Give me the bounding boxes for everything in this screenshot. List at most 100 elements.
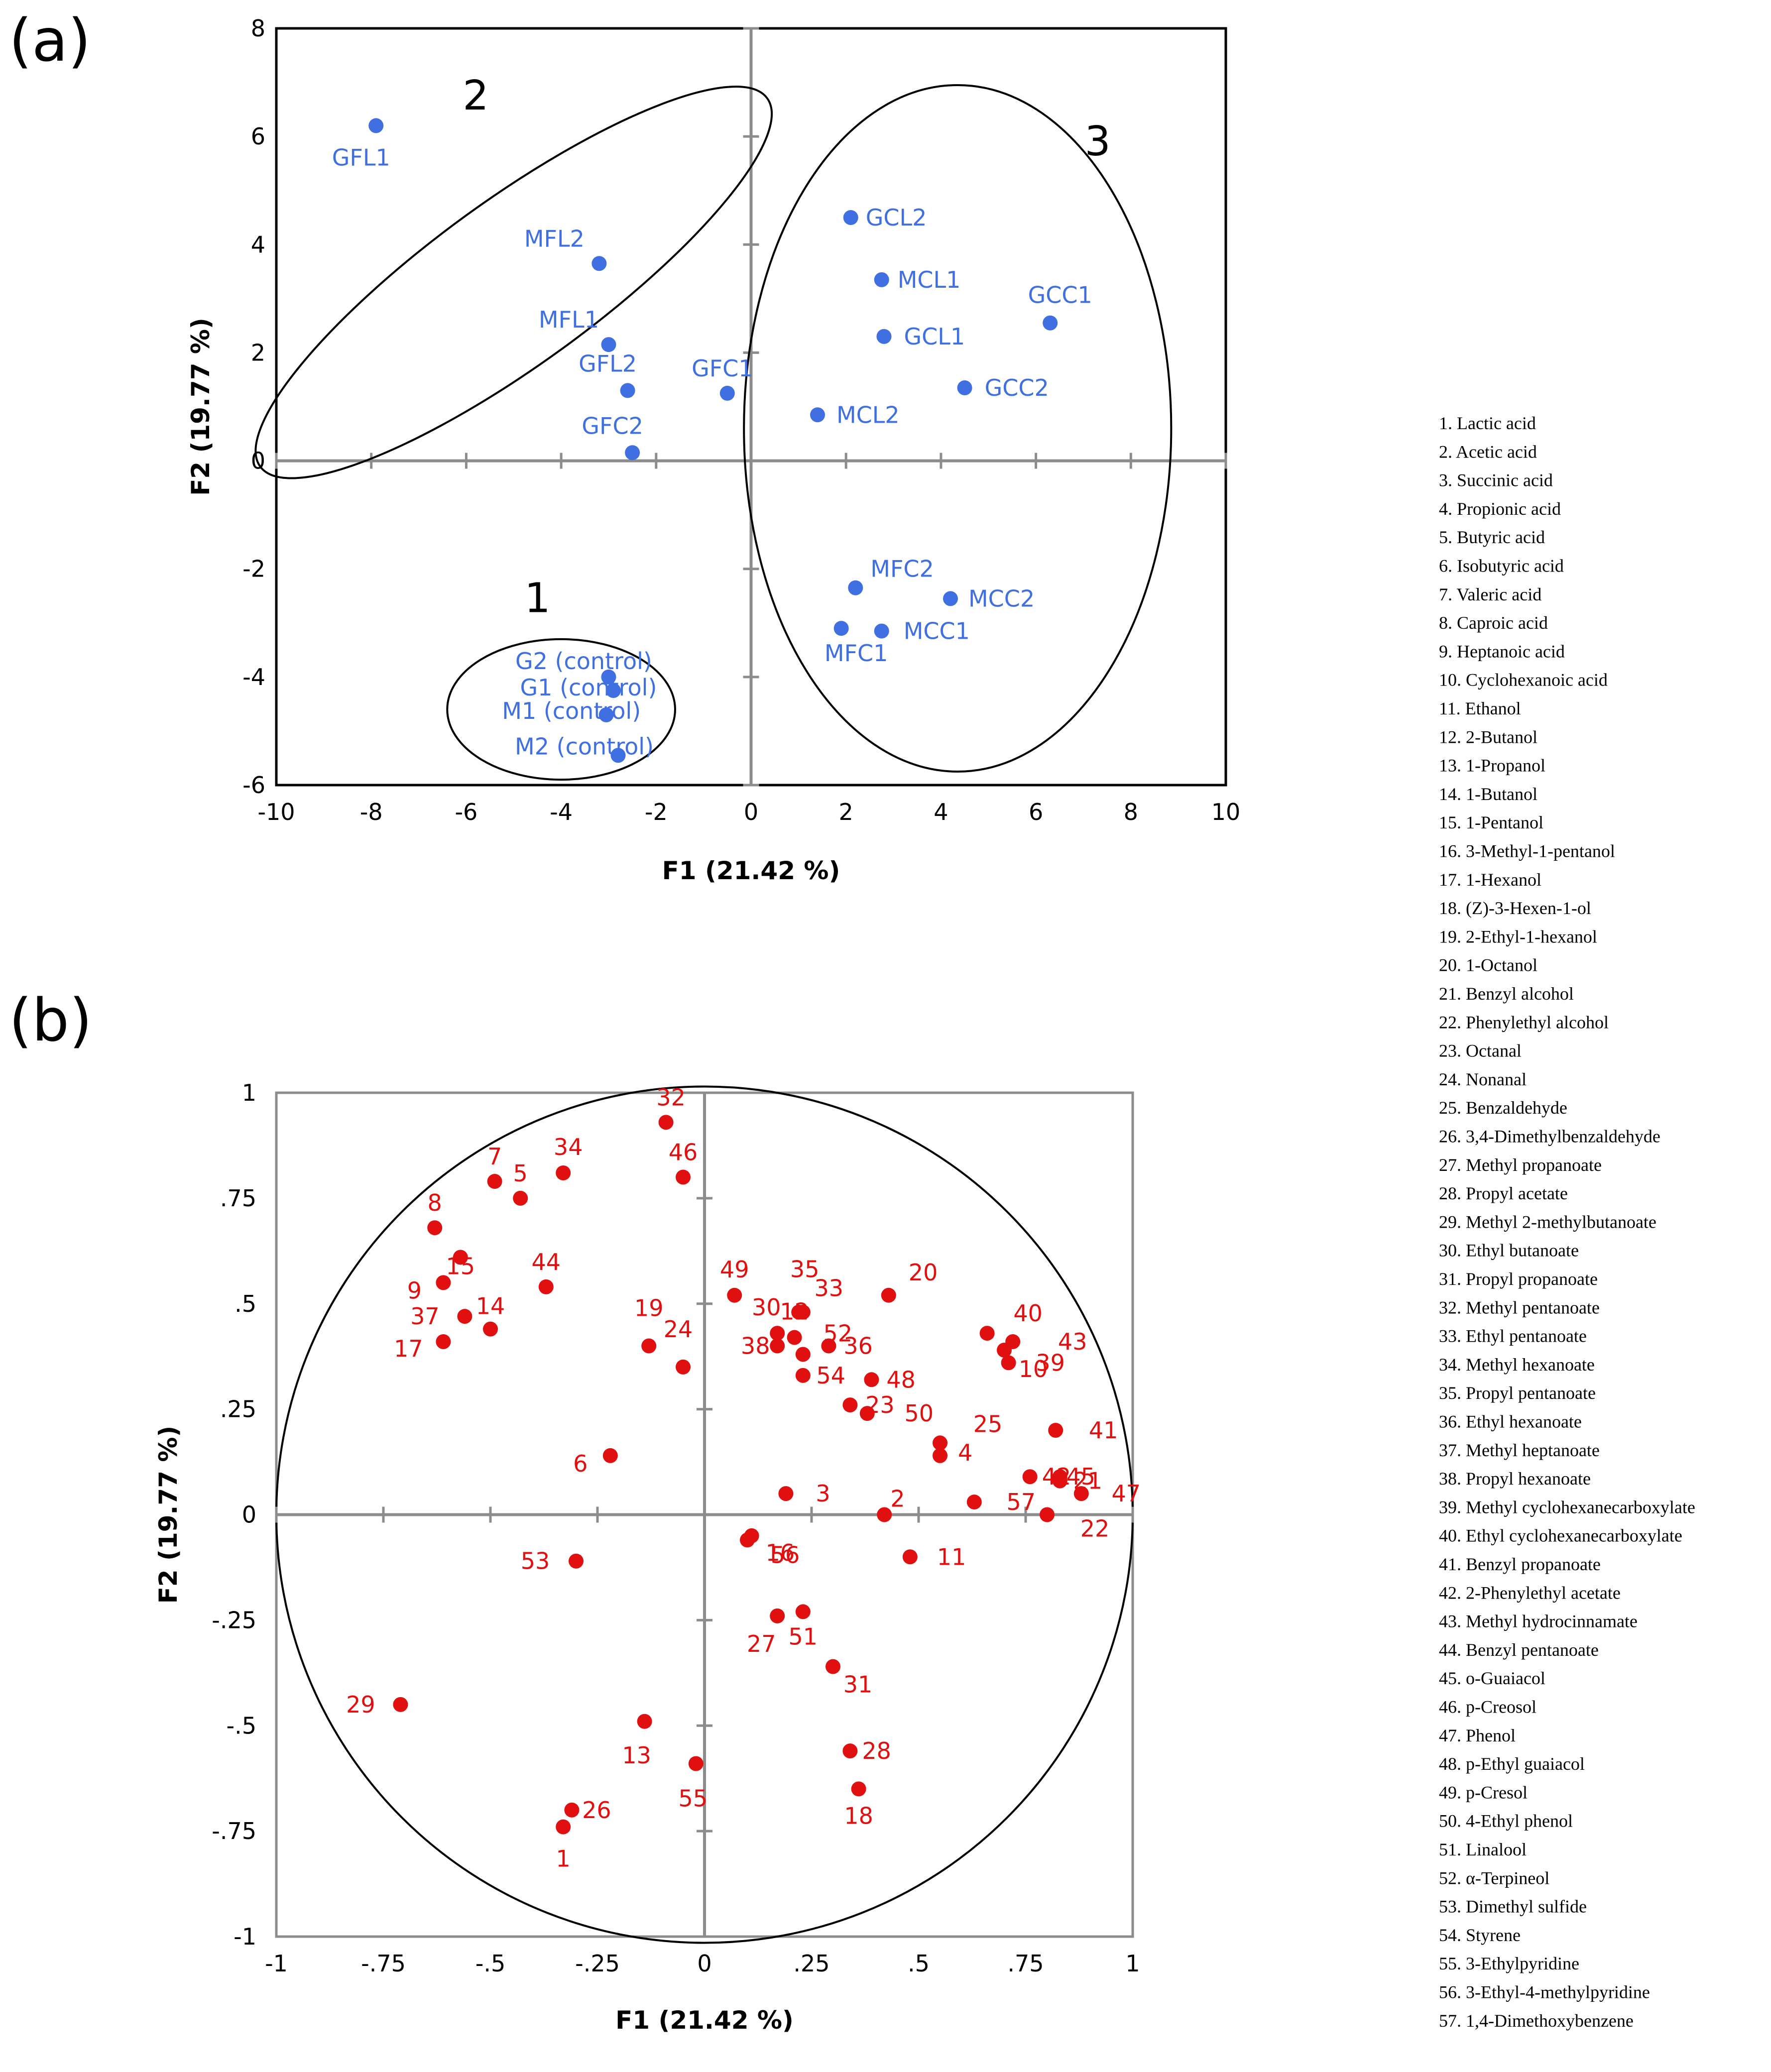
legend-item: 14. 1-Butanol xyxy=(1439,784,1537,804)
legend-item: 4. Propionic acid xyxy=(1439,499,1561,519)
loading-point xyxy=(770,1338,785,1354)
loading-point xyxy=(436,1334,451,1350)
loading-point xyxy=(821,1338,836,1354)
loading-point-label: 2 xyxy=(890,1486,905,1512)
legend-item: 30. Ethyl butanoate xyxy=(1439,1241,1579,1261)
legend-item: 10. Cyclohexanoic acid xyxy=(1439,670,1608,690)
score-point xyxy=(874,272,889,287)
score-point xyxy=(601,337,616,352)
loading-point xyxy=(569,1553,584,1569)
score-point xyxy=(833,621,849,636)
y-axis-title-b: F2 (19.77 %) xyxy=(154,1426,183,1604)
legend-item: 7. Valeric acid xyxy=(1439,584,1541,604)
score-point-label: GCC2 xyxy=(985,374,1049,401)
loading-point-label: 51 xyxy=(789,1623,818,1650)
loading-point-label: 29 xyxy=(346,1691,375,1718)
loading-point-label: 17 xyxy=(394,1335,423,1362)
loading-point-label: 7 xyxy=(487,1143,502,1170)
loading-point xyxy=(564,1802,580,1818)
loading-point xyxy=(1001,1355,1016,1371)
legend-item: 47. Phenol xyxy=(1439,1726,1516,1745)
score-point-label: GFL1 xyxy=(332,144,390,171)
loading-point xyxy=(859,1406,875,1421)
loading-point-label: 45 xyxy=(1066,1463,1096,1490)
score-point-label: GCL1 xyxy=(904,323,965,350)
loading-point-label: 40 xyxy=(1013,1300,1043,1327)
legend-item: 9. Heptanoic acid xyxy=(1439,641,1565,661)
legend-item: 46. p-Creosol xyxy=(1439,1697,1536,1717)
x-axis-title-a: F1 (21.42 %) xyxy=(662,856,840,885)
y-tick-label-a: 6 xyxy=(251,123,265,150)
loading-point-label: 46 xyxy=(669,1139,698,1166)
legend-item: 33. Ethyl pentanoate xyxy=(1439,1326,1587,1346)
cluster-label-3: 3 xyxy=(1084,118,1110,165)
x-tick-label-a: 4 xyxy=(934,799,948,825)
x-tick-label-a: -6 xyxy=(455,799,477,825)
loading-point-label: 8 xyxy=(428,1189,442,1216)
x-tick-label-b: -.25 xyxy=(575,1950,620,1977)
pca-loadings-plot: -1 -.75 -.5 -.25 0 .25 .5 .75 1 -1 -.75 -.5 -.25 0 .25… xyxy=(154,1079,1141,2035)
loading-point xyxy=(453,1250,468,1265)
loading-point-label: 3 xyxy=(816,1480,830,1507)
legend-item: 40. Ethyl cyclohexanecarboxylate xyxy=(1439,1526,1682,1546)
legend-item: 55. 3-Ethylpyridine xyxy=(1439,1954,1579,1973)
legend-item: 15. 1-Pentanol xyxy=(1439,812,1543,832)
score-point-label: GFC2 xyxy=(582,412,643,439)
loading-point xyxy=(727,1287,742,1303)
x-tick-label-a: 8 xyxy=(1124,799,1138,825)
cluster-ellipse-1 xyxy=(446,638,676,781)
legend-item: 56. 3-Ethyl-4-methylpyridine xyxy=(1439,1982,1650,2002)
loading-point-label: 1 xyxy=(556,1845,571,1872)
score-point-label: MCC1 xyxy=(904,618,970,645)
loading-point-label: 50 xyxy=(905,1400,934,1427)
loading-point xyxy=(483,1321,498,1337)
legend-item: 38. Propyl hexanoate xyxy=(1439,1469,1591,1489)
x-tick-label-b: 1 xyxy=(1125,1950,1140,1977)
score-point xyxy=(719,385,735,401)
legend-item: 43. Methyl hydrocinnamate xyxy=(1439,1612,1638,1631)
loading-point xyxy=(427,1220,443,1236)
legend-item: 49. p-Cresol xyxy=(1439,1782,1528,1802)
score-point-label: MCC2 xyxy=(968,585,1035,612)
loading-point-label: 35 xyxy=(790,1256,820,1283)
legend-item: 1. Lactic acid xyxy=(1439,413,1536,433)
x-tick-label-a: 0 xyxy=(744,799,758,825)
loading-point-label: 38 xyxy=(741,1333,770,1360)
legend-item: 8. Caproic acid xyxy=(1439,613,1548,633)
legend-item: 26. 3,4-Dimethylbenzaldehyde xyxy=(1439,1127,1660,1147)
legend-item: 25. Benzaldehyde xyxy=(1439,1098,1567,1118)
score-point-label: GFL2 xyxy=(579,350,637,377)
score-point xyxy=(874,623,889,639)
loading-point xyxy=(1022,1469,1038,1485)
loading-point-label: 53 xyxy=(521,1548,550,1575)
loading-point-label: 32 xyxy=(656,1084,686,1111)
loading-point xyxy=(877,1507,892,1522)
loading-point-label: 26 xyxy=(582,1797,611,1824)
legend-item: 50. 4-Ethyl phenol xyxy=(1439,1811,1573,1831)
score-point xyxy=(591,256,607,271)
y-tick-label-b: -.5 xyxy=(227,1712,257,1739)
x-tick-label-b: -1 xyxy=(265,1950,288,1977)
y-tick-label-b: -.75 xyxy=(212,1818,256,1844)
x-tick-label-b: -.5 xyxy=(475,1950,506,1977)
loading-point-label: 22 xyxy=(1080,1515,1110,1542)
score-point-label: GCC1 xyxy=(1028,282,1092,309)
loading-point xyxy=(795,1604,811,1619)
loading-point xyxy=(556,1819,571,1835)
loading-point xyxy=(436,1275,451,1290)
loading-point-label: 41 xyxy=(1089,1417,1118,1444)
loading-point xyxy=(842,1743,858,1759)
loading-point xyxy=(637,1714,652,1729)
y-tick-label-b: 0 xyxy=(242,1501,256,1528)
loading-point xyxy=(791,1304,807,1320)
score-point-label: GFC1 xyxy=(692,355,753,382)
loading-point xyxy=(688,1756,704,1771)
loading-point-label: 52 xyxy=(824,1320,853,1347)
y-tick-label-a: 2 xyxy=(251,339,265,366)
loading-point-label: 10 xyxy=(1019,1356,1048,1382)
loading-point xyxy=(487,1173,502,1189)
y-tick-label-a: -6 xyxy=(242,772,265,799)
legend-item: 31. Propyl propanoate xyxy=(1439,1269,1598,1289)
x-tick-label-a: -8 xyxy=(360,799,383,825)
